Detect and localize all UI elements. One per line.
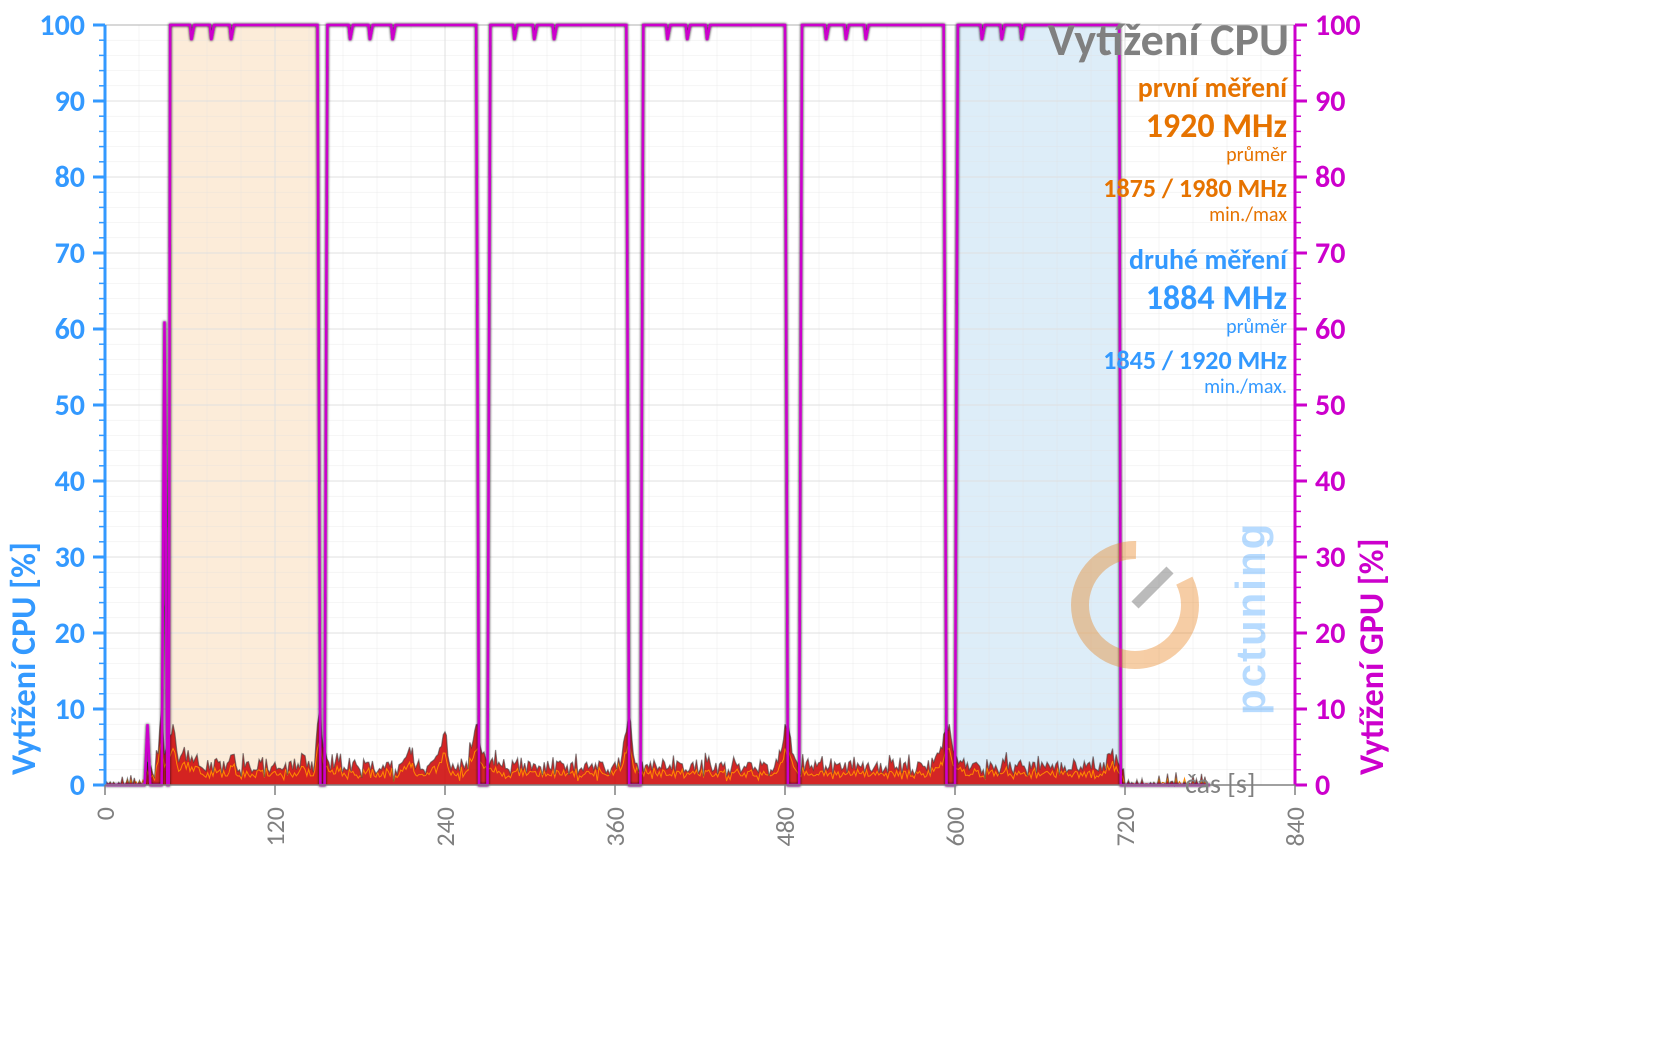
annotation-value: 1920 MHz xyxy=(1146,106,1287,147)
y-left-label: Vytížení CPU [%] xyxy=(4,542,45,775)
x-tick: 0 xyxy=(89,807,121,820)
y-left-tick: 20 xyxy=(55,615,85,652)
x-tick: 840 xyxy=(1279,807,1311,847)
y-right-tick: 30 xyxy=(1315,539,1345,576)
y-left-tick: 50 xyxy=(55,387,85,424)
annotation-minmax-sub: min./max xyxy=(1209,203,1287,227)
y-right-tick: 60 xyxy=(1315,311,1345,348)
x-tick: 360 xyxy=(599,807,631,847)
annotation-minmax-sub: min./max. xyxy=(1204,375,1287,399)
y-right-tick: 40 xyxy=(1315,463,1345,500)
y-right-tick: 80 xyxy=(1315,159,1345,196)
y-left-tick: 40 xyxy=(55,463,85,500)
annotation-minmax: 1845 / 1920 MHz xyxy=(1103,344,1287,376)
y-left-tick: 0 xyxy=(70,767,85,804)
svg-text:pctuning: pctuning xyxy=(1227,522,1274,715)
x-tick: 600 xyxy=(939,807,971,847)
y-left-tick: 100 xyxy=(39,7,85,44)
x-tick: 720 xyxy=(1109,807,1141,847)
annotation-sub: průměr xyxy=(1226,315,1287,339)
annotation-sub: průměr xyxy=(1226,143,1287,167)
cpu-gpu-load-chart: 0102030405060708090100Vytížení CPU [%]01… xyxy=(0,0,1654,1043)
y-right-tick: 20 xyxy=(1315,615,1345,652)
y-left-tick: 90 xyxy=(55,83,85,120)
annotation-title: první měření xyxy=(1138,70,1289,105)
y-left-tick: 30 xyxy=(55,539,85,576)
y-left-tick: 10 xyxy=(55,691,85,728)
y-right-tick: 90 xyxy=(1315,83,1345,120)
y-right-tick: 100 xyxy=(1315,7,1361,44)
annotation-value: 1884 MHz xyxy=(1146,278,1287,319)
y-right-tick: 50 xyxy=(1315,387,1345,424)
y-right-tick: 10 xyxy=(1315,691,1345,728)
y-left-tick: 80 xyxy=(55,159,85,196)
y-left-tick: 70 xyxy=(55,235,85,272)
x-tick: 480 xyxy=(769,807,801,847)
chart-title: Vytížení CPU xyxy=(1048,12,1289,68)
x-tick: 120 xyxy=(259,807,291,847)
y-left-tick: 60 xyxy=(55,311,85,348)
y-right-label: Vytížení GPU [%] xyxy=(1352,538,1393,775)
annotation-title: druhé měření xyxy=(1129,242,1289,277)
x-tick: 240 xyxy=(429,807,461,847)
y-right-tick: 70 xyxy=(1315,235,1345,272)
y-right-tick: 0 xyxy=(1315,767,1330,804)
x-axis-label: čas [s] xyxy=(1185,766,1255,801)
annotation-minmax: 1875 / 1980 MHz xyxy=(1103,172,1287,204)
